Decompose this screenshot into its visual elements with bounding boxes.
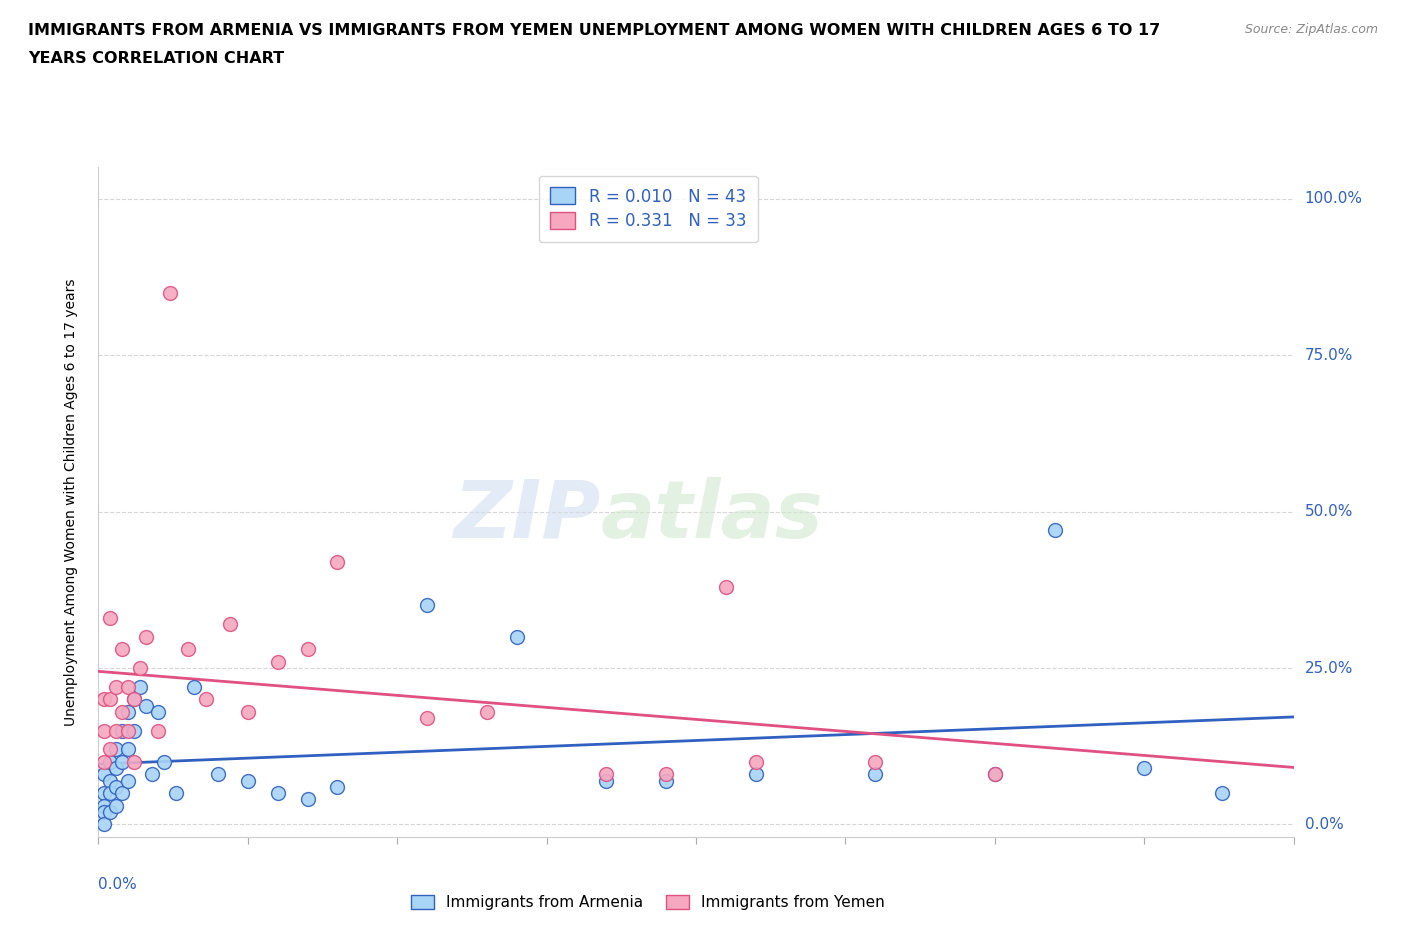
Point xyxy=(93,754,115,769)
Point xyxy=(655,767,678,782)
Point xyxy=(105,779,128,794)
Point xyxy=(93,817,115,832)
Point xyxy=(124,692,146,707)
Point xyxy=(1133,761,1156,776)
Point xyxy=(93,724,115,738)
Text: 0.0%: 0.0% xyxy=(98,877,138,892)
Point xyxy=(297,792,319,807)
Point xyxy=(159,286,181,300)
Point xyxy=(117,680,139,695)
Point xyxy=(475,704,498,719)
Point xyxy=(655,773,678,788)
Point xyxy=(93,798,115,813)
Point xyxy=(98,804,122,819)
Point xyxy=(111,754,134,769)
Point xyxy=(93,786,115,801)
Text: YEARS CORRELATION CHART: YEARS CORRELATION CHART xyxy=(28,51,284,66)
Point xyxy=(1043,523,1066,538)
Text: IMMIGRANTS FROM ARMENIA VS IMMIGRANTS FROM YEMEN UNEMPLOYMENT AMONG WOMEN WITH C: IMMIGRANTS FROM ARMENIA VS IMMIGRANTS FR… xyxy=(28,23,1160,38)
Point xyxy=(105,742,128,757)
Point xyxy=(326,554,349,569)
Text: 25.0%: 25.0% xyxy=(1305,660,1353,675)
Point xyxy=(98,786,122,801)
Point xyxy=(236,704,259,719)
Point xyxy=(129,660,152,675)
Point xyxy=(165,786,187,801)
Point xyxy=(207,767,229,782)
Point xyxy=(117,724,139,738)
Text: ZIP: ZIP xyxy=(453,476,600,554)
Text: 75.0%: 75.0% xyxy=(1305,348,1353,363)
Point xyxy=(745,754,768,769)
Text: 100.0%: 100.0% xyxy=(1305,192,1362,206)
Point xyxy=(111,724,134,738)
Text: Source: ZipAtlas.com: Source: ZipAtlas.com xyxy=(1244,23,1378,36)
Point xyxy=(111,642,134,657)
Point xyxy=(124,754,146,769)
Point xyxy=(105,761,128,776)
Point xyxy=(105,724,128,738)
Point xyxy=(93,767,115,782)
Point xyxy=(326,779,349,794)
Point xyxy=(745,767,768,782)
Point xyxy=(135,698,157,713)
Point xyxy=(983,767,1005,782)
Point xyxy=(117,773,139,788)
Point xyxy=(148,724,170,738)
Point xyxy=(105,798,128,813)
Point xyxy=(177,642,200,657)
Point xyxy=(267,655,290,670)
Text: 0.0%: 0.0% xyxy=(1305,817,1343,832)
Point xyxy=(595,773,617,788)
Y-axis label: Unemployment Among Women with Children Ages 6 to 17 years: Unemployment Among Women with Children A… xyxy=(63,278,77,726)
Point xyxy=(416,598,439,613)
Text: atlas: atlas xyxy=(600,476,823,554)
Point xyxy=(506,630,529,644)
Point xyxy=(98,773,122,788)
Point xyxy=(135,630,157,644)
Point xyxy=(236,773,259,788)
Point xyxy=(865,754,887,769)
Point xyxy=(1211,786,1233,801)
Point xyxy=(141,767,163,782)
Point xyxy=(219,617,242,631)
Point xyxy=(93,692,115,707)
Point xyxy=(98,692,122,707)
Text: 50.0%: 50.0% xyxy=(1305,504,1353,519)
Point xyxy=(983,767,1005,782)
Legend: Immigrants from Armenia, Immigrants from Yemen: Immigrants from Armenia, Immigrants from… xyxy=(405,889,891,916)
Point xyxy=(595,767,617,782)
Point xyxy=(93,804,115,819)
Point xyxy=(714,579,737,594)
Point xyxy=(105,680,128,695)
Point xyxy=(124,692,146,707)
Point xyxy=(98,742,122,757)
Point xyxy=(865,767,887,782)
Point xyxy=(117,704,139,719)
Point xyxy=(183,680,205,695)
Point xyxy=(416,711,439,725)
Point xyxy=(117,742,139,757)
Point xyxy=(148,704,170,719)
Point xyxy=(98,610,122,625)
Point xyxy=(194,692,218,707)
Point xyxy=(153,754,176,769)
Point xyxy=(111,786,134,801)
Point xyxy=(124,724,146,738)
Point xyxy=(129,680,152,695)
Point xyxy=(111,704,134,719)
Point xyxy=(297,642,319,657)
Point xyxy=(267,786,290,801)
Point xyxy=(98,754,122,769)
